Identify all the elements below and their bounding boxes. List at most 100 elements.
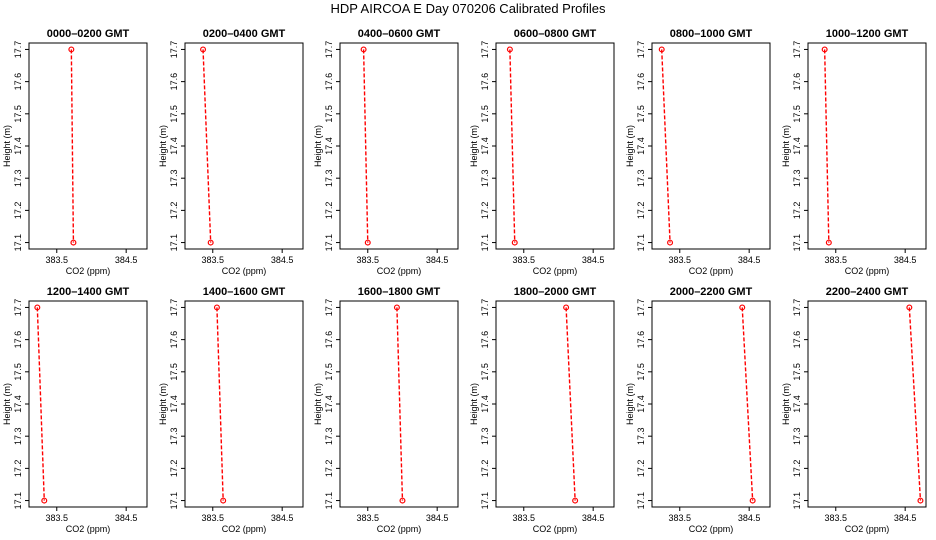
y-tick-label: 17.1 bbox=[13, 234, 23, 252]
data-point bbox=[511, 239, 518, 246]
y-tick-label: 17.7 bbox=[480, 41, 490, 59]
y-tick-label: 17.5 bbox=[169, 105, 179, 123]
y-tick-label: 17.7 bbox=[792, 41, 802, 59]
y-tick-label: 17.2 bbox=[13, 202, 23, 220]
y-tick-label: 17.5 bbox=[480, 363, 490, 381]
y-tick-label: 17.7 bbox=[324, 299, 334, 317]
panel-title: 1800–2000 GMT bbox=[514, 286, 597, 298]
panel-frame bbox=[184, 300, 304, 508]
data-point bbox=[825, 239, 832, 246]
y-tick-label: 17.6 bbox=[636, 331, 646, 349]
y-tick-label: 17.2 bbox=[792, 460, 802, 478]
y-tick-label: 17.1 bbox=[792, 492, 802, 510]
panel-8: 1600–1800 GMT 383.5 384.5 CO2 (ppm) 17.1 17.2… bbox=[313, 286, 459, 534]
data-point bbox=[399, 497, 406, 504]
y-tick-label: 17.5 bbox=[13, 105, 23, 123]
x-tick-label: 384.5 bbox=[271, 513, 294, 523]
profile-line bbox=[741, 307, 754, 501]
panel-title: 1600–1800 GMT bbox=[358, 286, 441, 298]
x-tick-label: 384.5 bbox=[582, 513, 605, 523]
x-axis-label: CO2 (ppm) bbox=[377, 524, 422, 534]
y-tick-label: 17.6 bbox=[792, 73, 802, 91]
profile-line bbox=[509, 49, 516, 243]
data-point bbox=[34, 304, 41, 311]
y-tick-label: 17.2 bbox=[792, 202, 802, 220]
panel-frame bbox=[651, 300, 771, 508]
y-tick-label: 17.1 bbox=[792, 234, 802, 252]
y-tick-label: 17.1 bbox=[13, 492, 23, 510]
profile-line bbox=[70, 49, 75, 243]
data-point bbox=[739, 304, 746, 311]
y-tick-label: 17.6 bbox=[480, 331, 490, 349]
x-axis-label: CO2 (ppm) bbox=[845, 524, 890, 534]
y-tick-label: 17.1 bbox=[324, 234, 334, 252]
x-tick-label: 383.5 bbox=[512, 513, 535, 523]
y-tick-label: 17.2 bbox=[169, 202, 179, 220]
y-tick-label: 17.3 bbox=[324, 427, 334, 445]
y-tick-label: 17.6 bbox=[324, 331, 334, 349]
panel-7: 1400–1600 GMT 383.5 384.5 CO2 (ppm) 17.1 17.2… bbox=[158, 286, 304, 534]
y-axis-label: Height (m) bbox=[158, 125, 168, 167]
y-tick-label: 17.6 bbox=[169, 73, 179, 91]
data-point bbox=[41, 497, 48, 504]
y-axis-label: Height (m) bbox=[2, 125, 12, 167]
profile-line bbox=[216, 307, 224, 501]
y-tick-label: 17.4 bbox=[480, 137, 490, 155]
data-point bbox=[70, 239, 77, 246]
x-tick-label: 384.5 bbox=[894, 255, 917, 265]
panel-frame bbox=[28, 300, 148, 508]
y-tick-label: 17.1 bbox=[480, 492, 490, 510]
y-tick-label: 17.1 bbox=[324, 492, 334, 510]
y-tick-label: 17.2 bbox=[480, 202, 490, 220]
y-tick-label: 17.5 bbox=[169, 363, 179, 381]
y-tick-label: 17.4 bbox=[792, 395, 802, 413]
y-tick-label: 17.7 bbox=[480, 299, 490, 317]
y-tick-label: 17.7 bbox=[13, 41, 23, 59]
x-axis-label: CO2 (ppm) bbox=[533, 524, 578, 534]
y-axis-label: Height (m) bbox=[469, 383, 479, 425]
x-tick-label: 383.5 bbox=[668, 513, 691, 523]
x-axis-label: CO2 (ppm) bbox=[66, 524, 111, 534]
data-point bbox=[68, 46, 75, 53]
x-tick-label: 384.5 bbox=[426, 255, 449, 265]
y-tick-label: 17.4 bbox=[480, 395, 490, 413]
panel-frame bbox=[184, 42, 304, 250]
data-point bbox=[393, 304, 400, 311]
y-tick-label: 17.3 bbox=[13, 169, 23, 187]
x-tick-label: 384.5 bbox=[738, 255, 761, 265]
panel-title: 1400–1600 GMT bbox=[203, 286, 286, 298]
y-tick-label: 17.5 bbox=[636, 363, 646, 381]
y-tick-label: 17.4 bbox=[636, 137, 646, 155]
x-axis-label: CO2 (ppm) bbox=[533, 266, 578, 276]
data-point bbox=[220, 497, 227, 504]
y-tick-label: 17.4 bbox=[13, 137, 23, 155]
y-tick-label: 17.2 bbox=[324, 460, 334, 478]
y-tick-label: 17.4 bbox=[636, 395, 646, 413]
y-tick-label: 17.3 bbox=[636, 427, 646, 445]
y-tick-label: 17.3 bbox=[792, 169, 802, 187]
panel-9: 1800–2000 GMT 383.5 384.5 CO2 (ppm) 17.1 17.2… bbox=[469, 286, 615, 534]
profile-line bbox=[202, 49, 212, 243]
x-tick-label: 384.5 bbox=[738, 513, 761, 523]
y-tick-label: 17.2 bbox=[636, 460, 646, 478]
chart-title: HDP AIRCOA E Day 070206 Calibrated Profi… bbox=[330, 1, 606, 16]
data-point bbox=[658, 46, 665, 53]
data-point bbox=[506, 46, 513, 53]
x-tick-label: 384.5 bbox=[426, 513, 449, 523]
y-tick-label: 17.5 bbox=[480, 105, 490, 123]
y-tick-label: 17.2 bbox=[480, 460, 490, 478]
panel-2: 0400–0600 GMT 383.5 384.5 CO2 (ppm) 17.1 17.2… bbox=[313, 28, 459, 276]
y-axis-label: Height (m) bbox=[625, 125, 635, 167]
data-point bbox=[906, 304, 913, 311]
y-tick-label: 17.3 bbox=[324, 169, 334, 187]
profile-line bbox=[362, 49, 369, 243]
y-axis-label: Height (m) bbox=[158, 383, 168, 425]
profile-line bbox=[565, 307, 576, 501]
y-tick-label: 17.4 bbox=[13, 395, 23, 413]
x-tick-label: 383.5 bbox=[512, 255, 535, 265]
y-tick-label: 17.3 bbox=[169, 427, 179, 445]
panel-title: 1000–1200 GMT bbox=[826, 28, 909, 40]
y-tick-label: 17.7 bbox=[169, 41, 179, 59]
y-axis-label: Height (m) bbox=[781, 125, 791, 167]
x-axis-label: CO2 (ppm) bbox=[689, 266, 734, 276]
